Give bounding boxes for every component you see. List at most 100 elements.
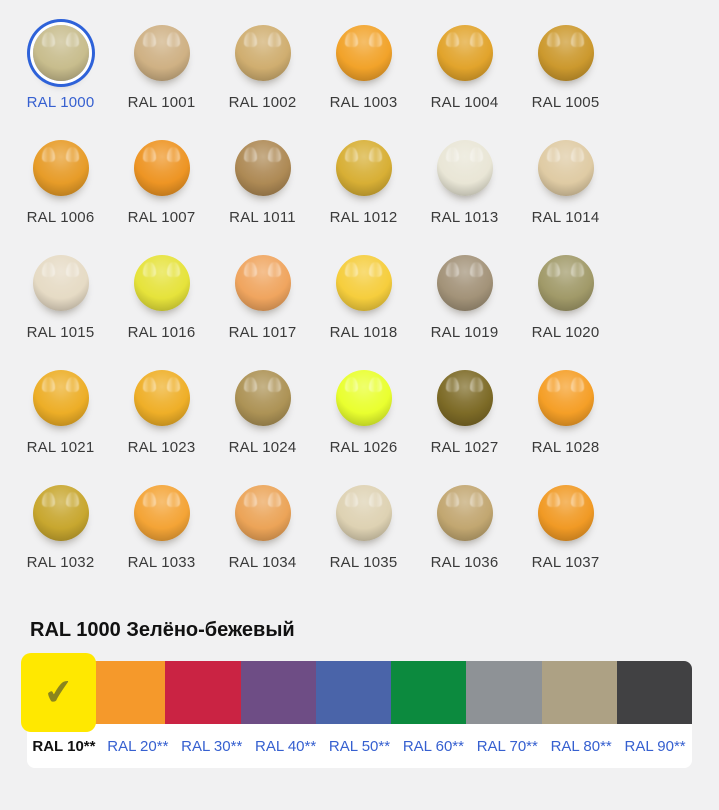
color-ball[interactable] [32, 370, 89, 426]
color-ball[interactable] [133, 140, 190, 196]
color-label[interactable]: RAL 1005 [531, 94, 600, 111]
color-label[interactable]: RAL 1023 [127, 439, 196, 456]
ral-color-item[interactable]: RAL 1002 [212, 14, 313, 129]
color-label[interactable]: RAL 1016 [127, 324, 196, 341]
group-tab[interactable]: RAL 70** [476, 737, 538, 755]
color-ball[interactable] [32, 255, 89, 311]
color-ball[interactable] [335, 140, 392, 196]
color-label[interactable]: RAL 1013 [430, 209, 499, 226]
group-tab[interactable]: RAL 60** [402, 737, 464, 755]
color-label[interactable]: RAL 1035 [329, 554, 398, 571]
color-ball[interactable] [234, 255, 291, 311]
color-ball[interactable] [133, 25, 190, 81]
ral-color-item[interactable]: RAL 1026 [313, 359, 414, 474]
group-swatch[interactable] [315, 661, 392, 724]
ral-color-item[interactable]: RAL 1001 [111, 14, 212, 129]
color-label[interactable]: RAL 1032 [26, 554, 95, 571]
ral-color-item[interactable]: RAL 1035 [313, 474, 414, 589]
color-label[interactable]: RAL 1020 [531, 324, 600, 341]
color-ball[interactable] [335, 370, 392, 426]
color-label[interactable]: RAL 1000 [26, 94, 95, 111]
ral-color-item[interactable]: RAL 1013 [414, 129, 515, 244]
color-label[interactable]: RAL 1012 [329, 209, 398, 226]
color-ball[interactable] [537, 370, 594, 426]
color-label[interactable]: RAL 1007 [127, 209, 196, 226]
color-label[interactable]: RAL 1004 [430, 94, 499, 111]
color-ball[interactable] [234, 140, 291, 196]
ral-color-item[interactable]: RAL 1014 [515, 129, 616, 244]
group-swatch[interactable] [541, 661, 617, 724]
color-label[interactable]: RAL 1026 [329, 439, 398, 456]
color-ball[interactable] [335, 485, 392, 541]
color-label[interactable]: RAL 1024 [228, 439, 297, 456]
color-label[interactable]: RAL 1028 [531, 439, 600, 456]
group-swatch[interactable] [165, 661, 241, 724]
color-ball[interactable] [436, 140, 493, 196]
ral-color-item[interactable]: RAL 1004 [414, 14, 515, 129]
ral-color-item[interactable]: RAL 1032 [10, 474, 111, 589]
color-ball[interactable] [32, 485, 89, 541]
ral-color-item[interactable]: RAL 1007 [111, 129, 212, 244]
color-label[interactable]: RAL 1002 [228, 94, 297, 111]
ral-color-item[interactable]: RAL 1036 [414, 474, 515, 589]
color-ball[interactable] [234, 370, 291, 426]
group-tab[interactable]: RAL 90** [624, 737, 686, 755]
ral-color-item[interactable]: RAL 1006 [10, 129, 111, 244]
ral-color-item[interactable]: RAL 1011 [212, 129, 313, 244]
group-swatch[interactable] [616, 661, 692, 724]
color-ball[interactable] [436, 370, 493, 426]
color-ball[interactable] [436, 25, 493, 81]
color-label[interactable]: RAL 1011 [229, 209, 296, 226]
ral-color-item[interactable]: RAL 1027 [414, 359, 515, 474]
color-label[interactable]: RAL 1021 [26, 439, 95, 456]
color-ball[interactable] [32, 25, 89, 81]
color-label[interactable]: RAL 1001 [127, 94, 196, 111]
color-ball[interactable] [436, 255, 493, 311]
color-label[interactable]: RAL 1018 [329, 324, 398, 341]
color-ball[interactable] [234, 25, 291, 81]
color-ball[interactable] [133, 255, 190, 311]
group-tab[interactable]: RAL 10** [32, 737, 96, 755]
group-swatch[interactable]: ✔ [21, 653, 97, 732]
color-ball[interactable] [32, 140, 89, 196]
color-ball[interactable] [335, 255, 392, 311]
color-ball[interactable] [133, 370, 190, 426]
color-ball[interactable] [537, 140, 594, 196]
color-label[interactable]: RAL 1034 [228, 554, 297, 571]
ral-color-item[interactable]: RAL 1033 [111, 474, 212, 589]
ral-color-item[interactable]: RAL 1021 [10, 359, 111, 474]
color-label[interactable]: RAL 1006 [26, 209, 95, 226]
group-tab[interactable]: RAL 40** [255, 737, 317, 755]
color-ball[interactable] [436, 485, 493, 541]
color-label[interactable]: RAL 1017 [228, 324, 297, 341]
ral-color-item[interactable]: RAL 1012 [313, 129, 414, 244]
color-label[interactable]: RAL 1027 [430, 439, 499, 456]
ral-color-item[interactable]: RAL 1019 [414, 244, 515, 359]
color-label[interactable]: RAL 1019 [430, 324, 499, 341]
color-label[interactable]: RAL 1036 [430, 554, 499, 571]
group-tab[interactable]: RAL 30** [181, 737, 243, 755]
ral-color-item[interactable]: RAL 1028 [515, 359, 616, 474]
color-label[interactable]: RAL 1003 [329, 94, 398, 111]
group-swatch[interactable] [391, 661, 467, 724]
group-swatch[interactable] [90, 661, 166, 724]
color-label[interactable]: RAL 1037 [531, 554, 600, 571]
ral-color-item[interactable]: RAL 1005 [515, 14, 616, 129]
group-tab[interactable]: RAL 20** [107, 737, 169, 755]
color-ball[interactable] [234, 485, 291, 541]
ral-color-item[interactable]: RAL 1034 [212, 474, 313, 589]
ral-color-item[interactable]: RAL 1018 [313, 244, 414, 359]
group-tab[interactable]: RAL 80** [550, 737, 612, 755]
ral-color-item[interactable]: RAL 1003 [313, 14, 414, 129]
color-ball[interactable] [537, 25, 594, 81]
ral-color-item[interactable]: RAL 1024 [212, 359, 313, 474]
color-ball[interactable] [537, 485, 594, 541]
ral-color-item[interactable]: RAL 1017 [212, 244, 313, 359]
group-swatch[interactable] [466, 661, 542, 724]
color-label[interactable]: RAL 1014 [531, 209, 600, 226]
group-tab[interactable]: RAL 50** [328, 737, 391, 755]
color-ball[interactable] [335, 25, 392, 81]
ral-color-item[interactable]: RAL 1023 [111, 359, 212, 474]
ral-color-item[interactable]: RAL 1020 [515, 244, 616, 359]
color-label[interactable]: RAL 1015 [26, 324, 95, 341]
